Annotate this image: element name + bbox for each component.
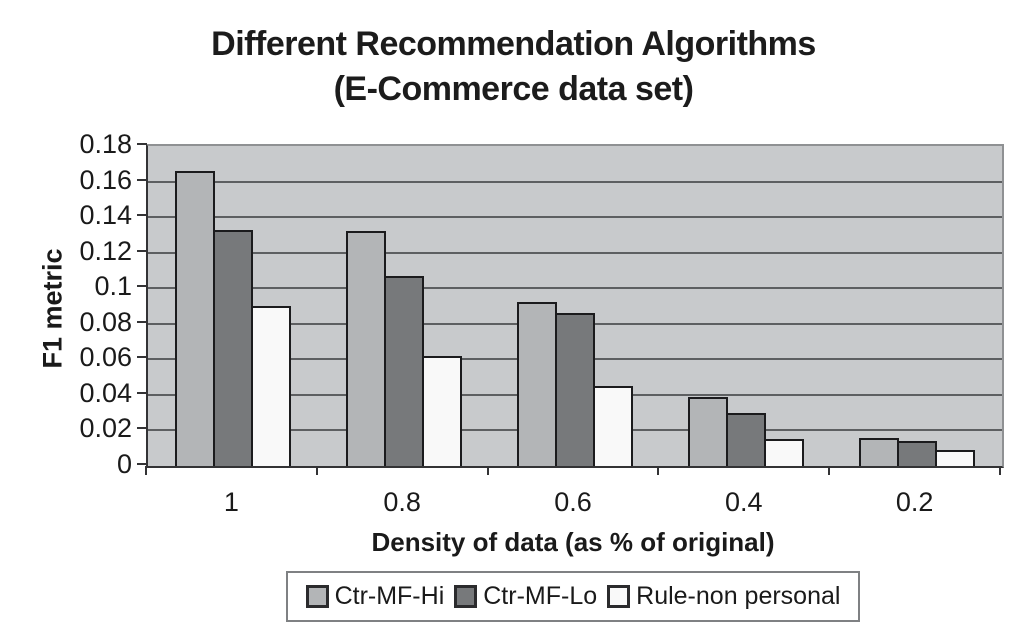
legend-label: Ctr-MF-Hi (334, 582, 445, 610)
legend-item-ctr-mf-lo: Ctr-MF-Lo (454, 582, 597, 611)
bar-ctr-mf-hi-0.6 (516, 302, 557, 466)
y-tick-label: 0 (116, 449, 132, 479)
y-tick-label: 0.14 (79, 200, 132, 231)
gridline (148, 180, 1002, 183)
x-axis-tick (315, 466, 318, 475)
chart-title: Different Recommendation Algorithms (E-C… (0, 22, 1027, 112)
legend-swatch (305, 585, 329, 608)
y-axis-tick (137, 178, 147, 181)
x-tick-label: 0.8 (383, 487, 421, 517)
bar-rule-non-personal-0.4 (763, 439, 804, 466)
x-tick-label: 0.2 (895, 487, 934, 517)
y-axis-tick (137, 463, 147, 465)
bar-ctr-mf-lo-0.2 (896, 441, 937, 466)
gridline (148, 251, 1002, 254)
y-axis-tick (137, 391, 147, 394)
y-tick-label: 0.06 (79, 342, 132, 373)
bar-group-0.6 (490, 146, 661, 466)
y-tick-label: 0.18 (79, 129, 132, 159)
bar-ctr-mf-hi-0.8 (346, 231, 387, 466)
bar-ctr-mf-hi-0.2 (858, 438, 899, 466)
y-axis-tick (137, 214, 147, 217)
bar-group-0.2 (831, 146, 1002, 466)
x-axis-title: Density of data (as % of original) (371, 527, 775, 557)
bar-ctr-mf-lo-1 (213, 230, 254, 466)
bar-ctr-mf-lo-0.4 (725, 413, 766, 466)
bar-ctr-mf-hi-0.4 (687, 397, 728, 466)
bar-rule-non-personal-1 (251, 306, 292, 466)
y-axis-tick (137, 320, 147, 323)
y-axis-tick (137, 427, 147, 430)
legend-label: Ctr-MF-Lo (483, 582, 598, 610)
y-tick-label: 0.04 (79, 377, 132, 408)
bar-group-1 (148, 146, 319, 466)
bar-rule-non-personal-0.8 (422, 356, 463, 466)
x-axis-tick (486, 466, 489, 475)
bar-group-0.8 (319, 146, 490, 466)
y-tick-label: 0.12 (79, 235, 132, 266)
y-tick-label: 0.16 (79, 164, 132, 195)
legend-swatch (454, 585, 478, 608)
bar-rule-non-personal-0.6 (592, 386, 633, 466)
gridline (148, 287, 1002, 290)
legend-swatch (607, 585, 631, 608)
legend-label: Rule-non personal (636, 582, 841, 610)
x-tick-label: 1 (223, 487, 239, 517)
chart-title-line1: Different Recommendation Algorithms (211, 25, 816, 63)
plot-area (146, 144, 1004, 468)
legend: Ctr-MF-Hi Ctr-MF-Lo Rule-non personal (285, 571, 861, 622)
bar-ctr-mf-lo-0.6 (554, 313, 595, 466)
y-tick-label: 0.08 (79, 306, 132, 337)
x-axis-tick (999, 466, 1001, 475)
y-axis-tick (137, 249, 147, 252)
bar-ctr-mf-lo-0.8 (384, 276, 425, 466)
bar-ctr-mf-hi-1 (175, 171, 216, 466)
x-axis-tick (145, 466, 147, 475)
legend-item-ctr-mf-hi: Ctr-MF-Hi (305, 582, 445, 611)
y-tick-label: 0.1 (94, 271, 132, 302)
x-tick-label: 0.4 (725, 487, 763, 517)
y-tick-label: 0.02 (79, 413, 132, 444)
gridline (148, 216, 1002, 219)
bar-group-0.4 (660, 146, 831, 466)
y-axis-tick (137, 356, 147, 359)
y-axis-tick (137, 285, 147, 288)
y-axis-tick (137, 143, 147, 145)
x-axis-tick (828, 466, 831, 475)
legend-item-rule-non-personal: Rule-non personal (607, 582, 840, 611)
x-axis-tick (657, 466, 660, 475)
x-tick-label: 0.6 (554, 487, 592, 517)
bar-rule-non-personal-0.2 (934, 450, 975, 466)
legend-row: Ctr-MF-Hi Ctr-MF-Lo Rule-non personal (146, 571, 1000, 622)
chart-title-line2: (E-Commerce data set) (333, 70, 694, 108)
